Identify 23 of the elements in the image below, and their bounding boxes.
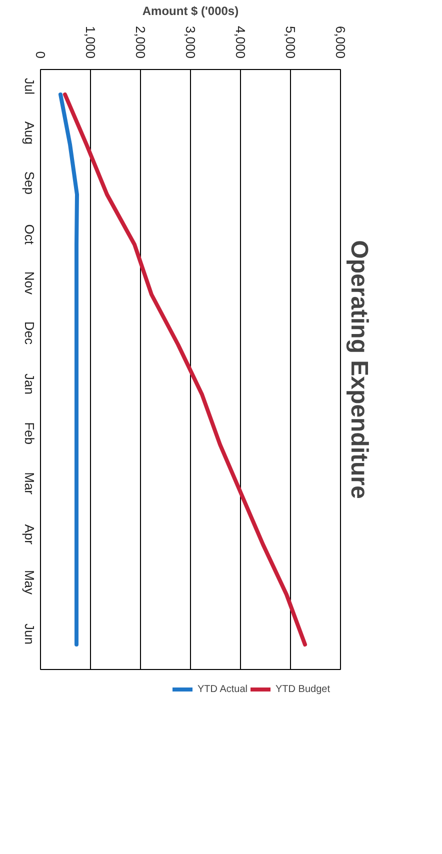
x-tick-label: 5,000 <box>283 26 298 59</box>
y-tick-label: Feb <box>22 422 37 445</box>
y-tick-label: Sep <box>22 171 37 195</box>
legend-label: YTD Actual <box>197 684 248 694</box>
y-tick-label: Jun <box>22 624 37 645</box>
x-axis-title: Amount $ ('000s) <box>142 4 239 18</box>
y-tick-label: Mar <box>22 472 37 496</box>
y-tick-label: Jul <box>22 78 37 95</box>
y-tick-label: Apr <box>22 524 37 546</box>
x-tick-label: 2,000 <box>133 26 148 59</box>
x-tick-label: 3,000 <box>183 26 198 59</box>
x-tick-label: 1,000 <box>83 26 98 59</box>
y-tick-label: Nov <box>22 271 37 295</box>
y-tick-label: Jan <box>22 374 37 395</box>
x-tick-label: 4,000 <box>233 26 248 59</box>
text: Operating Expenditure <box>346 240 372 499</box>
y-tick-label: Oct <box>22 224 37 245</box>
x-tick-label: 0 <box>33 51 48 59</box>
y-tick-label: May <box>22 570 37 595</box>
y-tick-label: Dec <box>22 321 37 345</box>
legend-label: YTD Budget <box>276 684 330 694</box>
x-tick-label: 6,000 <box>333 26 348 59</box>
y-tick-label: Aug <box>22 121 37 145</box>
